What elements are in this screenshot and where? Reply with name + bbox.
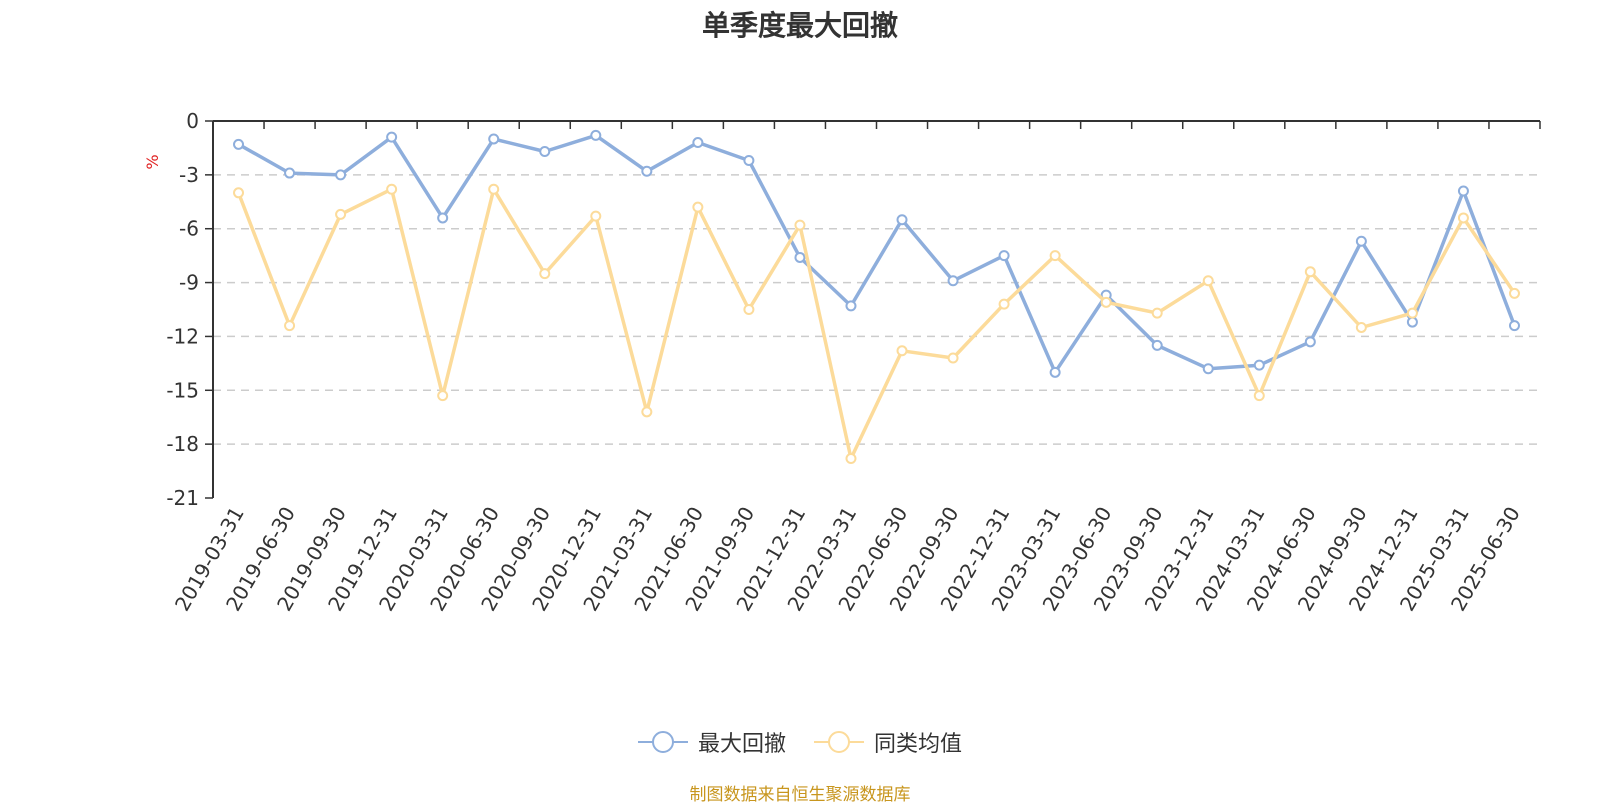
data-point[interactable] — [488, 183, 500, 195]
data-point[interactable] — [692, 201, 704, 213]
legend-label-peer-average: 同类均值 — [874, 732, 963, 757]
legend-item-max-drawdown[interactable]: 最大回撤 — [637, 726, 786, 758]
data-point[interactable] — [794, 251, 806, 263]
data-point[interactable] — [1304, 266, 1316, 278]
data-point[interactable] — [335, 169, 347, 181]
data-point[interactable] — [1253, 359, 1265, 371]
legend-label-max-drawdown: 最大回撤 — [697, 732, 786, 757]
source-note: 制图数据来自恒生聚源数据库 — [689, 785, 911, 805]
y-tick-label: -6 — [179, 217, 199, 241]
data-point[interactable] — [947, 352, 959, 364]
y-axis-unit-label: % — [143, 154, 162, 169]
data-point[interactable] — [947, 275, 959, 287]
data-point[interactable] — [539, 268, 551, 280]
y-tick-label: -18 — [166, 432, 199, 456]
data-point[interactable] — [590, 210, 602, 222]
data-point[interactable] — [998, 298, 1010, 310]
data-point[interactable] — [539, 146, 551, 158]
data-point[interactable] — [1406, 307, 1418, 319]
data-point[interactable] — [743, 304, 755, 315]
data-point[interactable] — [488, 133, 500, 145]
legend-marker-peer-average — [814, 731, 864, 753]
y-tick-label: -15 — [166, 378, 199, 402]
data-point[interactable] — [641, 406, 653, 418]
data-point[interactable] — [233, 187, 245, 199]
y-tick-label: -9 — [179, 271, 199, 295]
data-point[interactable] — [1406, 316, 1418, 328]
series-line-1 — [236, 187, 1516, 461]
legend: 最大回撤 同类均值 — [0, 724, 1600, 760]
series-line-0 — [237, 133, 1517, 375]
data-point[interactable] — [590, 129, 602, 141]
data-point[interactable] — [386, 183, 398, 195]
data-point[interactable] — [233, 138, 245, 150]
grid-layer — [213, 174, 1540, 445]
y-tick-label: -3 — [179, 163, 199, 187]
data-point[interactable] — [1253, 390, 1265, 402]
data-point[interactable] — [1457, 185, 1469, 197]
data-point[interactable] — [1049, 366, 1061, 378]
legend-marker-max-drawdown — [637, 731, 688, 753]
data-point[interactable] — [1457, 212, 1469, 224]
data-point[interactable] — [1508, 287, 1520, 299]
data-point[interactable] — [1151, 307, 1163, 319]
data-point[interactable] — [692, 137, 704, 149]
axis-layer: 0-3-6-9-12-15-18-212019-03-312019-06-302… — [166, 109, 1541, 615]
data-point[interactable] — [743, 154, 755, 166]
y-tick-label: -12 — [166, 324, 199, 348]
data-point[interactable] — [998, 250, 1010, 262]
data-point[interactable] — [1049, 250, 1061, 262]
data-point[interactable] — [386, 131, 398, 143]
data-point[interactable] — [896, 345, 908, 357]
data-point[interactable] — [335, 208, 347, 220]
data-point[interactable] — [794, 219, 806, 231]
data-point[interactable] — [1100, 296, 1112, 308]
data-point[interactable] — [284, 167, 296, 179]
data-point[interactable] — [1304, 336, 1316, 348]
data-point[interactable] — [437, 212, 449, 224]
y-tick-label: 0 — [186, 109, 199, 133]
data-point[interactable] — [1508, 320, 1520, 332]
data-point[interactable] — [845, 453, 857, 465]
data-point[interactable] — [1202, 363, 1214, 375]
data-point[interactable] — [1202, 275, 1214, 287]
data-point[interactable] — [437, 390, 449, 402]
data-point[interactable] — [284, 320, 296, 332]
legend-item-peer-average[interactable]: 同类均值 — [814, 726, 962, 758]
data-point[interactable] — [1355, 235, 1367, 247]
series-layer — [233, 129, 1520, 465]
data-point[interactable] — [1355, 321, 1367, 333]
chart-title: 单季度最大回撤 — [701, 9, 898, 42]
data-point[interactable] — [896, 214, 908, 226]
y-tick-label: -21 — [166, 486, 199, 510]
data-point[interactable] — [1151, 339, 1163, 351]
data-point[interactable] — [845, 300, 857, 312]
data-point[interactable] — [641, 165, 653, 177]
